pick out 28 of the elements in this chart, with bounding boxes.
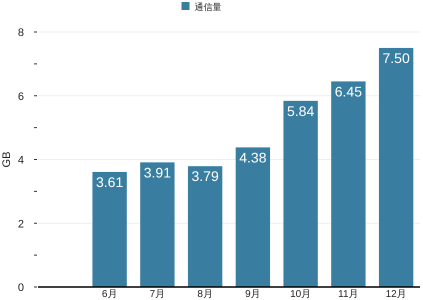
data-label: 6.45 bbox=[334, 83, 362, 100]
data-label: 3.61 bbox=[96, 174, 124, 190]
x-tick-label: 11月 bbox=[338, 289, 359, 300]
x-tick-label: 12月 bbox=[386, 289, 407, 300]
y-tick-label: 8 bbox=[18, 27, 24, 39]
bar bbox=[331, 81, 366, 287]
y-tick-label: 4 bbox=[18, 154, 24, 166]
bar bbox=[236, 147, 270, 287]
y-tick-label: 6 bbox=[18, 90, 24, 103]
data-label: 3.79 bbox=[192, 168, 219, 184]
bar bbox=[378, 48, 414, 287]
bar bbox=[140, 162, 175, 287]
legend-label: 通信量 bbox=[194, 2, 222, 12]
bar bbox=[188, 166, 222, 287]
x-tick-label: 9月 bbox=[245, 289, 261, 300]
data-label: 3.91 bbox=[144, 164, 172, 180]
y-tick-label: 0 bbox=[18, 282, 24, 294]
data-label: 4.38 bbox=[239, 149, 267, 166]
data-label: 5.84 bbox=[287, 102, 314, 119]
x-tick-label: 8月 bbox=[197, 289, 213, 300]
y-tick-label: 2 bbox=[18, 218, 24, 230]
bar bbox=[283, 100, 318, 287]
x-tick-label: 10月 bbox=[290, 289, 312, 300]
bar bbox=[92, 172, 127, 287]
y-axis-title: GB bbox=[1, 152, 13, 168]
x-tick-label: 7月 bbox=[150, 289, 166, 300]
x-tick-label: 6月 bbox=[102, 289, 118, 300]
data-label: 7.50 bbox=[382, 50, 410, 66]
